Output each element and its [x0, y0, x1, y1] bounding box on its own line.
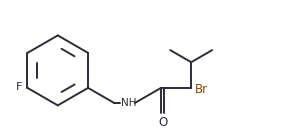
Text: O: O — [158, 116, 167, 129]
Text: F: F — [16, 82, 23, 92]
Text: NH: NH — [121, 98, 136, 108]
Text: Br: Br — [195, 83, 208, 96]
